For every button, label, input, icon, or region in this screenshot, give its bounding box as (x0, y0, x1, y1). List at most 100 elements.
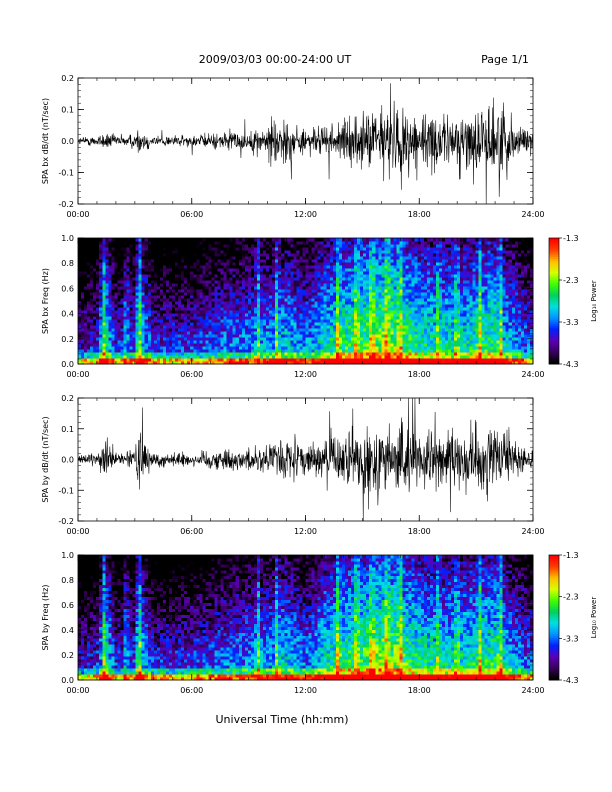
spectrogram-cell (256, 298, 261, 302)
spectrogram-cell (223, 331, 228, 335)
spectrogram-cell (214, 310, 218, 314)
spectrogram-cell (111, 337, 115, 341)
spectrogram-cell (278, 277, 282, 281)
spectrogram-cell (114, 331, 118, 335)
spectrogram-cell (338, 310, 343, 314)
spectrogram-cell (278, 310, 282, 314)
spectrogram-cell (250, 307, 255, 311)
spectrogram-cell (156, 247, 161, 251)
spectrogram-cell (417, 280, 422, 284)
spectrogram-cell (199, 271, 203, 275)
spectrogram-cell (387, 310, 391, 314)
spectrogram-cell (247, 238, 252, 242)
spectrogram-cell (423, 352, 428, 356)
spectrogram-cell (372, 265, 376, 269)
spectrogram-cell (357, 283, 361, 287)
spectrogram-cell (293, 250, 297, 254)
spectrogram-cell (281, 295, 285, 299)
spectrogram-cell (290, 292, 294, 296)
spectrogram-cell (253, 274, 258, 278)
spectrogram-cell (175, 325, 179, 329)
spectrogram-cell (269, 331, 273, 335)
spectrogram-cell (378, 250, 382, 254)
spectrogram-cell (96, 301, 100, 305)
spectrogram-cell (351, 292, 355, 296)
spectrogram-cell (320, 349, 325, 353)
spectrogram-cell (287, 319, 291, 323)
spectrogram-cell (378, 259, 382, 263)
spectrogram-cell (384, 340, 388, 344)
spectrogram-cell (208, 262, 212, 266)
spectrogram-cell (366, 295, 370, 299)
spectrogram-cell (205, 271, 209, 275)
spectrogram-cell (423, 244, 428, 248)
spectrogram-cell (314, 238, 319, 242)
spectrogram-cell (150, 307, 155, 311)
spectrogram-cell (305, 298, 309, 302)
spectrogram-cell (205, 256, 209, 260)
spectrogram-cell (338, 289, 343, 293)
spectrogram-cell (226, 352, 231, 356)
spectrogram-cell (99, 334, 103, 338)
spectrogram-cell (181, 256, 185, 260)
spectrogram-cell (226, 265, 231, 269)
spectrogram-cell (250, 331, 255, 335)
spectrogram-cell (175, 358, 179, 362)
spectrogram-cell (241, 310, 246, 314)
spectrogram-cell (269, 316, 273, 320)
spectrogram-cell (338, 259, 343, 263)
spectrogram-cell (402, 331, 406, 335)
spectrogram-cell (387, 253, 391, 257)
spectrogram-cell (357, 262, 361, 266)
spectrogram-cell (326, 256, 331, 260)
spectrogram-cell (414, 268, 419, 272)
spectrogram-cell (381, 340, 385, 344)
spectrogram-cell (102, 355, 106, 359)
spectrogram-cell (381, 286, 385, 290)
spectrogram-cell (247, 319, 252, 323)
spectrogram-cell (344, 331, 349, 335)
spectrogram-cell (169, 244, 173, 248)
spectrogram-cell (317, 304, 322, 308)
spectrogram-cell (114, 313, 118, 317)
spectrogram-cell (299, 331, 303, 335)
spectrogram-cell (190, 253, 194, 257)
spectrogram-cell (399, 343, 403, 347)
spectrogram-cell (111, 289, 115, 293)
spectrogram-cell (78, 253, 82, 257)
spectrogram-cell (141, 352, 146, 356)
spectrogram-cell (278, 274, 282, 278)
spectrogram-cell (147, 301, 152, 305)
spectrogram-cell (351, 238, 355, 242)
spectrogram-cell (363, 310, 367, 314)
spectrogram-cell (187, 238, 191, 242)
spectrogram-cell (381, 274, 385, 278)
spectrogram-cell (381, 313, 385, 317)
spectrogram-cell (202, 322, 206, 326)
spectrogram-cell (172, 313, 176, 317)
spectrogram-cell (344, 259, 349, 263)
spectrogram-cell (108, 253, 112, 257)
spectrogram-cell (250, 247, 255, 251)
spectrogram-cell (375, 313, 379, 317)
spectrogram-cell (247, 292, 252, 296)
spectrogram-cell (78, 295, 82, 299)
spectrogram-cell (378, 331, 382, 335)
spectrogram-cell (87, 265, 91, 269)
spectrogram-cell (341, 340, 346, 344)
spectrogram-cell (81, 358, 85, 362)
spectrogram-cell (390, 316, 394, 320)
spectrogram-cell (229, 337, 234, 341)
spectrogram-cell (120, 238, 124, 242)
spectrogram-cell (193, 349, 197, 353)
spectrogram-cell (84, 313, 88, 317)
spectrogram-cell (132, 247, 137, 251)
spectrogram-cell (81, 322, 85, 326)
spectrogram-cell (299, 277, 303, 281)
spectrogram-cell (275, 322, 279, 326)
spectrogram-cell (129, 352, 133, 356)
spectrogram-cell (123, 295, 127, 299)
spectrogram-cell (208, 286, 212, 290)
spectrogram-cell (272, 298, 276, 302)
spectrogram-cell (384, 268, 388, 272)
